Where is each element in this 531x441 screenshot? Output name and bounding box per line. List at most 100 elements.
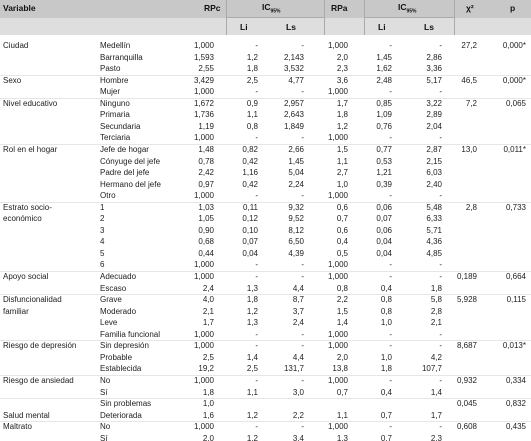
row-divider [0,75,531,76]
cell-ls2: - [439,133,442,142]
cell-ls: 3,7 [292,307,304,316]
cell-li: - [255,272,258,281]
cell-ls2: 5,71 [426,226,442,235]
cell-rpa: 1,5 [336,145,348,154]
cell-li2: 0,8 [380,295,392,304]
header-divider [364,0,365,35]
cell-li2: 2,48 [376,76,392,85]
cell-rpa: 1,000 [327,87,348,96]
cell-rpa: 1,7 [336,99,348,108]
cell-cat: 2 [100,214,105,223]
cell-li2: 0,04 [376,237,392,246]
cell-li2: - [389,87,392,96]
cell-ls: 131,7 [283,364,304,373]
cell-ls: 2,957 [283,99,304,108]
cell-cat: 5 [100,249,105,258]
cell-var: Riesgo de depresión [3,341,77,350]
cell-ls: 2,66 [288,145,304,154]
cell-cat: Ninguno [100,99,130,108]
row-divider [0,294,531,295]
cell-li: 0,42 [242,157,258,166]
col-header-ic-1: IC95% [262,2,281,15]
row-divider [0,340,531,341]
cell-ls: 5,04 [288,168,304,177]
cell-li: - [255,330,258,339]
cell-rpa: 1,3 [336,434,348,441]
cell-var: económico [3,214,42,223]
col-header-rpa: RPa [331,3,348,13]
header-divider [364,17,454,18]
cell-li: 1,1 [246,388,258,397]
row-divider [0,375,531,376]
cell-cat: Sí [100,434,108,441]
cell-rpc: 1,000 [193,272,214,281]
cell-ls2: 6,03 [426,168,442,177]
cell-var: Estrato socio- [3,203,52,212]
cell-ls: 4,77 [288,76,304,85]
cell-rpa: 2,7 [336,168,348,177]
cell-ls: 2,4 [292,318,304,327]
row-divider [0,398,531,399]
cell-rpc: 1,000 [193,341,214,350]
cell-li: 1,2 [246,307,258,316]
cell-p: 0,011* [503,145,526,154]
cell-li: 1,8 [246,295,258,304]
header-row-secondary [0,18,531,35]
cell-rpa: 1,5 [336,307,348,316]
cell-ls: 6,50 [288,237,304,246]
cell-chi: 0,608 [456,422,477,431]
cell-cat: Grave [100,295,122,304]
cell-li2: 0,76 [376,122,392,131]
header-divider [454,0,455,35]
cell-rpa: 0,6 [336,203,348,212]
cell-rpc: 2,4 [202,284,214,293]
cell-ls2: 2,87 [426,145,442,154]
cell-ls: - [301,330,304,339]
cell-var: Disfuncionalidad [3,295,62,304]
cell-ls2: 2,86 [426,53,442,62]
cell-ls: 1,45 [288,157,304,166]
cell-ls: 3,532 [283,64,304,73]
cell-cat: Establecida [100,364,142,373]
cell-ls2: 2,40 [426,180,442,189]
cell-chi: 8,687 [456,341,477,350]
cell-ls: 4,39 [288,249,304,258]
cell-var: Maltrato [3,422,32,431]
cell-var: Ciudad [3,41,29,50]
cell-cat: Probable [100,353,133,362]
cell-rpa: 1,000 [327,41,348,50]
cell-rpc: 1,672 [193,99,214,108]
cell-var: Salud mental [3,411,50,420]
cell-li: - [255,341,258,350]
cell-li: 1,1 [246,110,258,119]
cell-li2: - [389,341,392,350]
cell-rpc: 1,000 [193,260,214,269]
cell-li: 0,42 [242,180,258,189]
cell-ls: - [301,376,304,385]
cell-ls: - [301,41,304,50]
cell-ls2: 2,15 [426,157,442,166]
col-header-chi2: χ² [466,3,474,13]
col-header-variable: Variable [3,3,36,13]
cell-li2: 0,06 [376,203,392,212]
header-divider [324,0,325,35]
cell-rpc: 0,78 [198,157,214,166]
cell-li: 0,11 [243,203,258,212]
cell-rpa: 3,6 [336,76,348,85]
cell-rpa: 1,1 [336,157,348,166]
cell-li: 1,4 [246,353,258,362]
cell-ls: 3,4 [292,434,304,441]
cell-p: 0,733 [505,203,526,212]
cell-li2: 1,45 [376,53,392,62]
cell-ls2: 2,1 [430,318,442,327]
cell-rpc: 1,000 [193,330,214,339]
cell-rpc: 4,0 [202,295,214,304]
cell-ls2: - [439,191,442,200]
cell-rpa: 1,0 [336,180,348,189]
cell-ls2: 5,8 [430,295,442,304]
cell-ls2: 4,85 [426,249,442,258]
row-divider [0,421,531,422]
cell-cat: Moderado [100,307,137,316]
cell-cat: Otro [100,191,116,200]
cell-cat: Padre del jefe [100,168,150,177]
